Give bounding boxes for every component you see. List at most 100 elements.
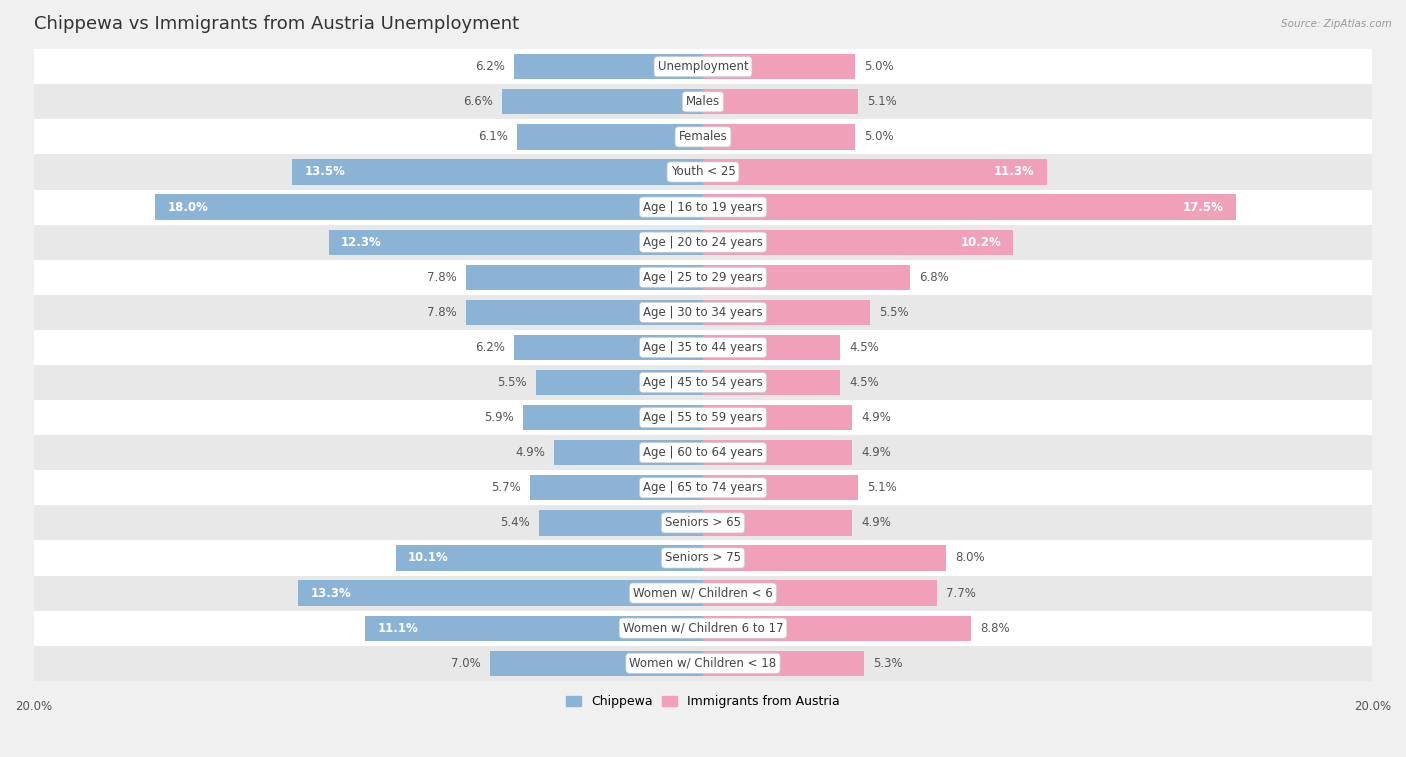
Text: 8.0%: 8.0% xyxy=(956,552,986,565)
Text: Women w/ Children < 6: Women w/ Children < 6 xyxy=(633,587,773,600)
Text: Chippewa vs Immigrants from Austria Unemployment: Chippewa vs Immigrants from Austria Unem… xyxy=(34,15,519,33)
Text: 10.2%: 10.2% xyxy=(960,235,1001,248)
Bar xyxy=(34,506,1372,540)
Text: 20.0%: 20.0% xyxy=(15,700,52,713)
Bar xyxy=(703,229,1014,255)
Text: 11.1%: 11.1% xyxy=(377,621,418,634)
Text: 17.5%: 17.5% xyxy=(1182,201,1223,213)
Text: Seniors > 75: Seniors > 75 xyxy=(665,552,741,565)
Text: 6.2%: 6.2% xyxy=(475,341,505,354)
Bar xyxy=(34,189,1372,225)
Text: 7.8%: 7.8% xyxy=(427,271,457,284)
Text: 7.7%: 7.7% xyxy=(946,587,976,600)
Bar xyxy=(34,49,1372,84)
Text: 13.3%: 13.3% xyxy=(311,587,352,600)
Text: Women w/ Children 6 to 17: Women w/ Children 6 to 17 xyxy=(623,621,783,634)
Text: 8.8%: 8.8% xyxy=(980,621,1010,634)
Text: 11.3%: 11.3% xyxy=(994,166,1035,179)
Bar xyxy=(703,195,1236,220)
Text: Source: ZipAtlas.com: Source: ZipAtlas.com xyxy=(1281,19,1392,29)
Text: Age | 30 to 34 years: Age | 30 to 34 years xyxy=(643,306,763,319)
Bar xyxy=(703,545,946,571)
Bar xyxy=(703,650,865,676)
Text: 20.0%: 20.0% xyxy=(1354,700,1391,713)
Text: 5.7%: 5.7% xyxy=(491,481,520,494)
Text: Age | 45 to 54 years: Age | 45 to 54 years xyxy=(643,376,763,389)
Text: 5.5%: 5.5% xyxy=(880,306,910,319)
Bar xyxy=(395,545,703,571)
Bar xyxy=(298,581,703,606)
Bar xyxy=(554,440,703,466)
Text: 13.5%: 13.5% xyxy=(304,166,346,179)
Text: 5.5%: 5.5% xyxy=(496,376,526,389)
Text: 6.1%: 6.1% xyxy=(478,130,508,143)
Bar xyxy=(34,575,1372,611)
Bar xyxy=(703,475,858,500)
Bar xyxy=(34,611,1372,646)
Text: 5.1%: 5.1% xyxy=(868,481,897,494)
Text: Seniors > 65: Seniors > 65 xyxy=(665,516,741,529)
Text: Age | 20 to 24 years: Age | 20 to 24 years xyxy=(643,235,763,248)
Bar xyxy=(703,440,852,466)
Bar xyxy=(703,124,855,150)
Text: Age | 16 to 19 years: Age | 16 to 19 years xyxy=(643,201,763,213)
Text: Age | 25 to 29 years: Age | 25 to 29 years xyxy=(643,271,763,284)
Bar xyxy=(34,260,1372,294)
Text: 5.9%: 5.9% xyxy=(485,411,515,424)
Bar xyxy=(34,84,1372,120)
Text: 5.0%: 5.0% xyxy=(865,61,894,73)
Text: 5.4%: 5.4% xyxy=(499,516,530,529)
Text: 4.9%: 4.9% xyxy=(862,446,891,459)
Bar xyxy=(34,470,1372,506)
Bar xyxy=(155,195,703,220)
Bar xyxy=(292,160,703,185)
Text: 5.3%: 5.3% xyxy=(873,657,903,670)
Bar xyxy=(34,154,1372,189)
Bar xyxy=(34,294,1372,330)
Text: 5.1%: 5.1% xyxy=(868,95,897,108)
Bar xyxy=(517,124,703,150)
Bar xyxy=(703,89,858,114)
Text: Unemployment: Unemployment xyxy=(658,61,748,73)
Text: Age | 35 to 44 years: Age | 35 to 44 years xyxy=(643,341,763,354)
Text: Males: Males xyxy=(686,95,720,108)
Text: 18.0%: 18.0% xyxy=(167,201,208,213)
Bar xyxy=(536,370,703,395)
Bar xyxy=(703,265,910,290)
Text: 7.0%: 7.0% xyxy=(451,657,481,670)
Text: Women w/ Children < 18: Women w/ Children < 18 xyxy=(630,657,776,670)
Bar xyxy=(703,615,970,640)
Text: Youth < 25: Youth < 25 xyxy=(671,166,735,179)
Bar xyxy=(703,160,1047,185)
Bar xyxy=(34,225,1372,260)
Bar xyxy=(329,229,703,255)
Legend: Chippewa, Immigrants from Austria: Chippewa, Immigrants from Austria xyxy=(561,690,845,713)
Bar xyxy=(34,540,1372,575)
Bar xyxy=(703,405,852,430)
Bar xyxy=(530,475,703,500)
Text: 4.9%: 4.9% xyxy=(862,516,891,529)
Text: Age | 65 to 74 years: Age | 65 to 74 years xyxy=(643,481,763,494)
Bar xyxy=(34,646,1372,681)
Bar xyxy=(703,300,870,325)
Text: 6.6%: 6.6% xyxy=(463,95,494,108)
Bar xyxy=(491,650,703,676)
Bar xyxy=(703,335,839,360)
Text: 6.2%: 6.2% xyxy=(475,61,505,73)
Text: 4.9%: 4.9% xyxy=(515,446,544,459)
Text: 4.5%: 4.5% xyxy=(849,376,879,389)
Text: 12.3%: 12.3% xyxy=(340,235,381,248)
Bar xyxy=(703,510,852,535)
Bar xyxy=(34,435,1372,470)
Bar xyxy=(34,365,1372,400)
Text: Age | 60 to 64 years: Age | 60 to 64 years xyxy=(643,446,763,459)
Bar xyxy=(465,265,703,290)
Text: 10.1%: 10.1% xyxy=(408,552,449,565)
Bar xyxy=(703,581,938,606)
Text: Females: Females xyxy=(679,130,727,143)
Bar xyxy=(34,120,1372,154)
Bar xyxy=(502,89,703,114)
Bar xyxy=(34,330,1372,365)
Bar xyxy=(703,54,855,79)
Text: 4.9%: 4.9% xyxy=(862,411,891,424)
